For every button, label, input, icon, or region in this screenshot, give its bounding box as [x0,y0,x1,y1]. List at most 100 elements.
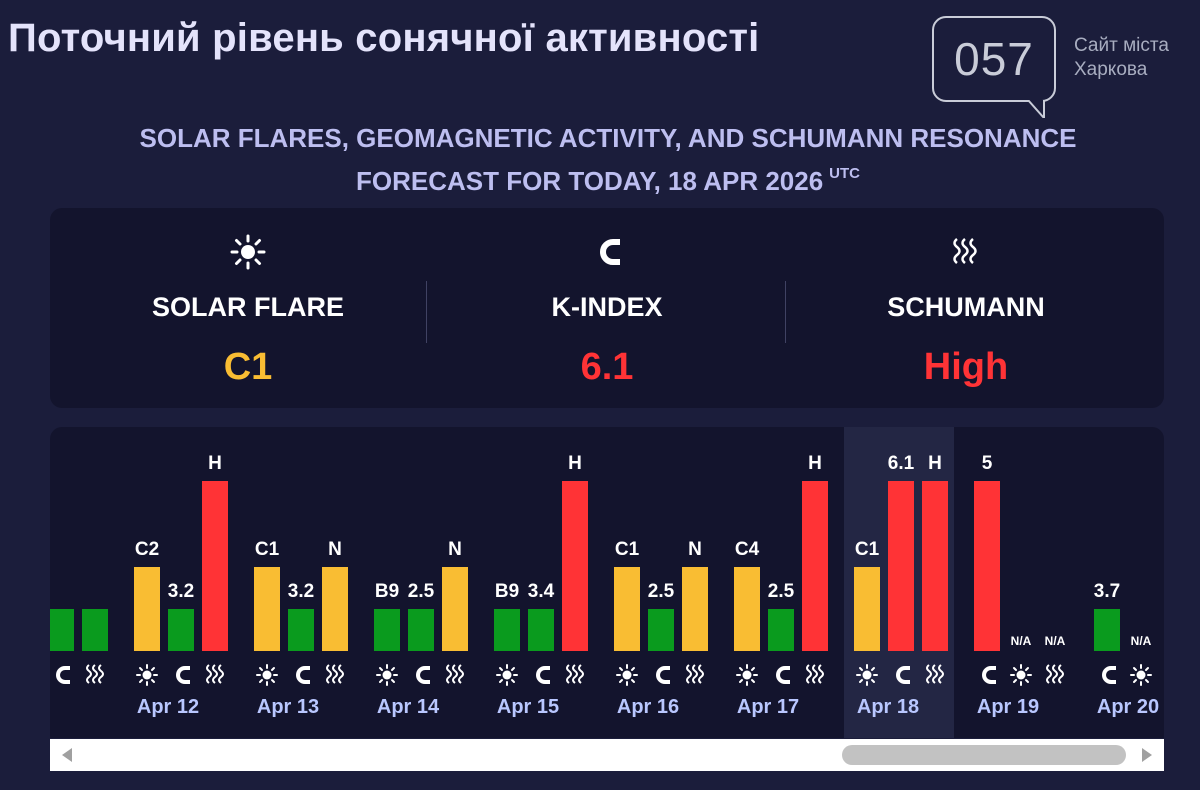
history-bar-schumann [562,481,588,651]
solar-flare-label: SOLAR FLARE [152,292,344,322]
magnet-icon [600,239,620,265]
k-index-metric: K-INDEX 6.1 [427,208,787,408]
history-bar-kindex [50,609,74,651]
history-bar-flare [854,567,880,651]
scroll-right-arrow-icon[interactable] [1140,747,1154,763]
logo-caption-line2: Харкова [1074,59,1148,80]
site-logo[interactable]: 057 Сайт міста Харкова [930,14,1192,118]
daily-history-chart[interactable]: C2 3.2 H Apr 12 C1 3.2 N Apr 13 B9 2.5 N Apr 14 B9 3.… [50,427,1164,738]
history-bar-kindex [1094,609,1120,651]
waves-icon [206,664,224,684]
history-bar-kindex [288,609,314,651]
scroll-left-arrow-icon[interactable] [60,747,74,763]
history-bar-kindex [528,609,554,651]
history-bar-label: H [928,453,942,474]
history-scrollbar[interactable] [50,739,1164,771]
forecast-heading-line2: FORECAST FOR TODAY, 18 APR 2026 [355,166,824,196]
history-bar-label: H [208,453,222,474]
history-bar-flare [254,567,280,651]
waves-icon [953,238,977,264]
magnet-icon [56,666,70,684]
forecast-heading-line1: SOLAR FLARES, GEOMAGNETIC ACTIVITY, AND … [139,123,1077,153]
history-bar-label: 5 [982,453,993,474]
history-day-label: Apr 17 [737,696,799,718]
history-bar-label: B9 [495,581,519,602]
history-bar-schumann [322,567,348,651]
history-bar-schumann [202,481,228,651]
forecast-heading: SOLAR FLARES, GEOMAGNETIC ACTIVITY, AND … [0,120,1200,199]
waves-icon [926,664,944,684]
sun-icon [856,664,878,686]
history-bar-label: 3.2 [288,581,314,602]
history-bar-label: 3.7 [1094,581,1120,602]
sun-icon [496,664,518,686]
waves-icon [446,664,464,684]
history-bar-label: C2 [135,539,159,560]
sun-icon [736,664,758,686]
history-bars: C2 3.2 H Apr 12 C1 3.2 N Apr 13 B9 2.5 N Apr 14 B9 3.… [50,427,1159,738]
history-bar-label: C1 [855,539,880,560]
sun-icon [1010,664,1032,686]
history-bar-label: C1 [615,539,640,560]
sun-icon [256,664,278,686]
waves-icon [1046,664,1064,684]
logo-caption-line1: Сайт міста [1074,35,1169,56]
history-bar-flare [494,609,520,651]
summary-divider [426,281,427,343]
history-bar-label: N/A [1131,634,1152,648]
history-day-label: Apr 12 [137,696,199,718]
timezone-label: UTC [829,165,860,182]
waves-icon [566,664,584,684]
sun-icon [136,664,158,686]
sun-icon [376,664,398,686]
magnet-icon [176,666,190,684]
scrollbar-thumb[interactable] [842,745,1126,765]
history-day-label: Apr 19 [977,696,1039,718]
history-day-label: Apr 15 [497,696,559,718]
history-bar-kindex [888,481,914,651]
history-bar-label: 3.2 [168,581,194,602]
history-day-label: Apr 16 [617,696,679,718]
magnet-icon [536,666,550,684]
history-day-label: Apr 18 [857,696,919,718]
history-bar-label: 2.5 [408,581,435,602]
summary-divider [785,281,786,343]
history-bar-schumann [922,481,948,651]
history-day-label: Apr 20 [1097,696,1159,718]
history-bar-kindex [408,609,434,651]
magnet-icon [296,666,310,684]
waves-icon [806,664,824,684]
history-bar-label: N/A [1045,634,1066,648]
history-bar-schumann [82,609,108,651]
history-bar-schumann [682,567,708,651]
magnet-icon [982,666,996,684]
history-bar-kindex [648,609,674,651]
history-bar-flare [734,567,760,651]
logo-number: 057 [954,33,1034,85]
history-bar-label: H [568,453,582,474]
logo-bubble-tail [1027,100,1045,118]
schumann-metric: SCHUMANN High [786,208,1146,408]
magnet-icon [416,666,430,684]
magnet-icon [776,666,790,684]
history-bar-label: N/A [1011,634,1032,648]
history-bar-schumann [802,481,828,651]
history-bar-flare [374,609,400,651]
logo-speech-bubble [932,16,1056,102]
history-bar-label: C4 [735,539,760,560]
history-bar-label: N [688,539,702,560]
history-bar-label: 2.5 [768,581,795,602]
history-day-label: Apr 13 [257,696,319,718]
sun-icon [616,664,638,686]
today-summary-card: SOLAR FLARE C1 K-INDEX 6.1 SCHUMANN High [50,208,1164,408]
history-bar-flare [134,567,160,651]
solar-flare-value: C1 [223,346,273,388]
magnet-icon [656,666,670,684]
magnet-icon [1102,666,1116,684]
waves-icon [86,664,104,684]
history-bar-label: N [448,539,462,560]
history-bar-kindex [168,609,194,651]
history-bar-label: N [328,539,342,560]
history-bar-kindex [768,609,794,651]
solar-flare-metric: SOLAR FLARE C1 [68,208,428,408]
